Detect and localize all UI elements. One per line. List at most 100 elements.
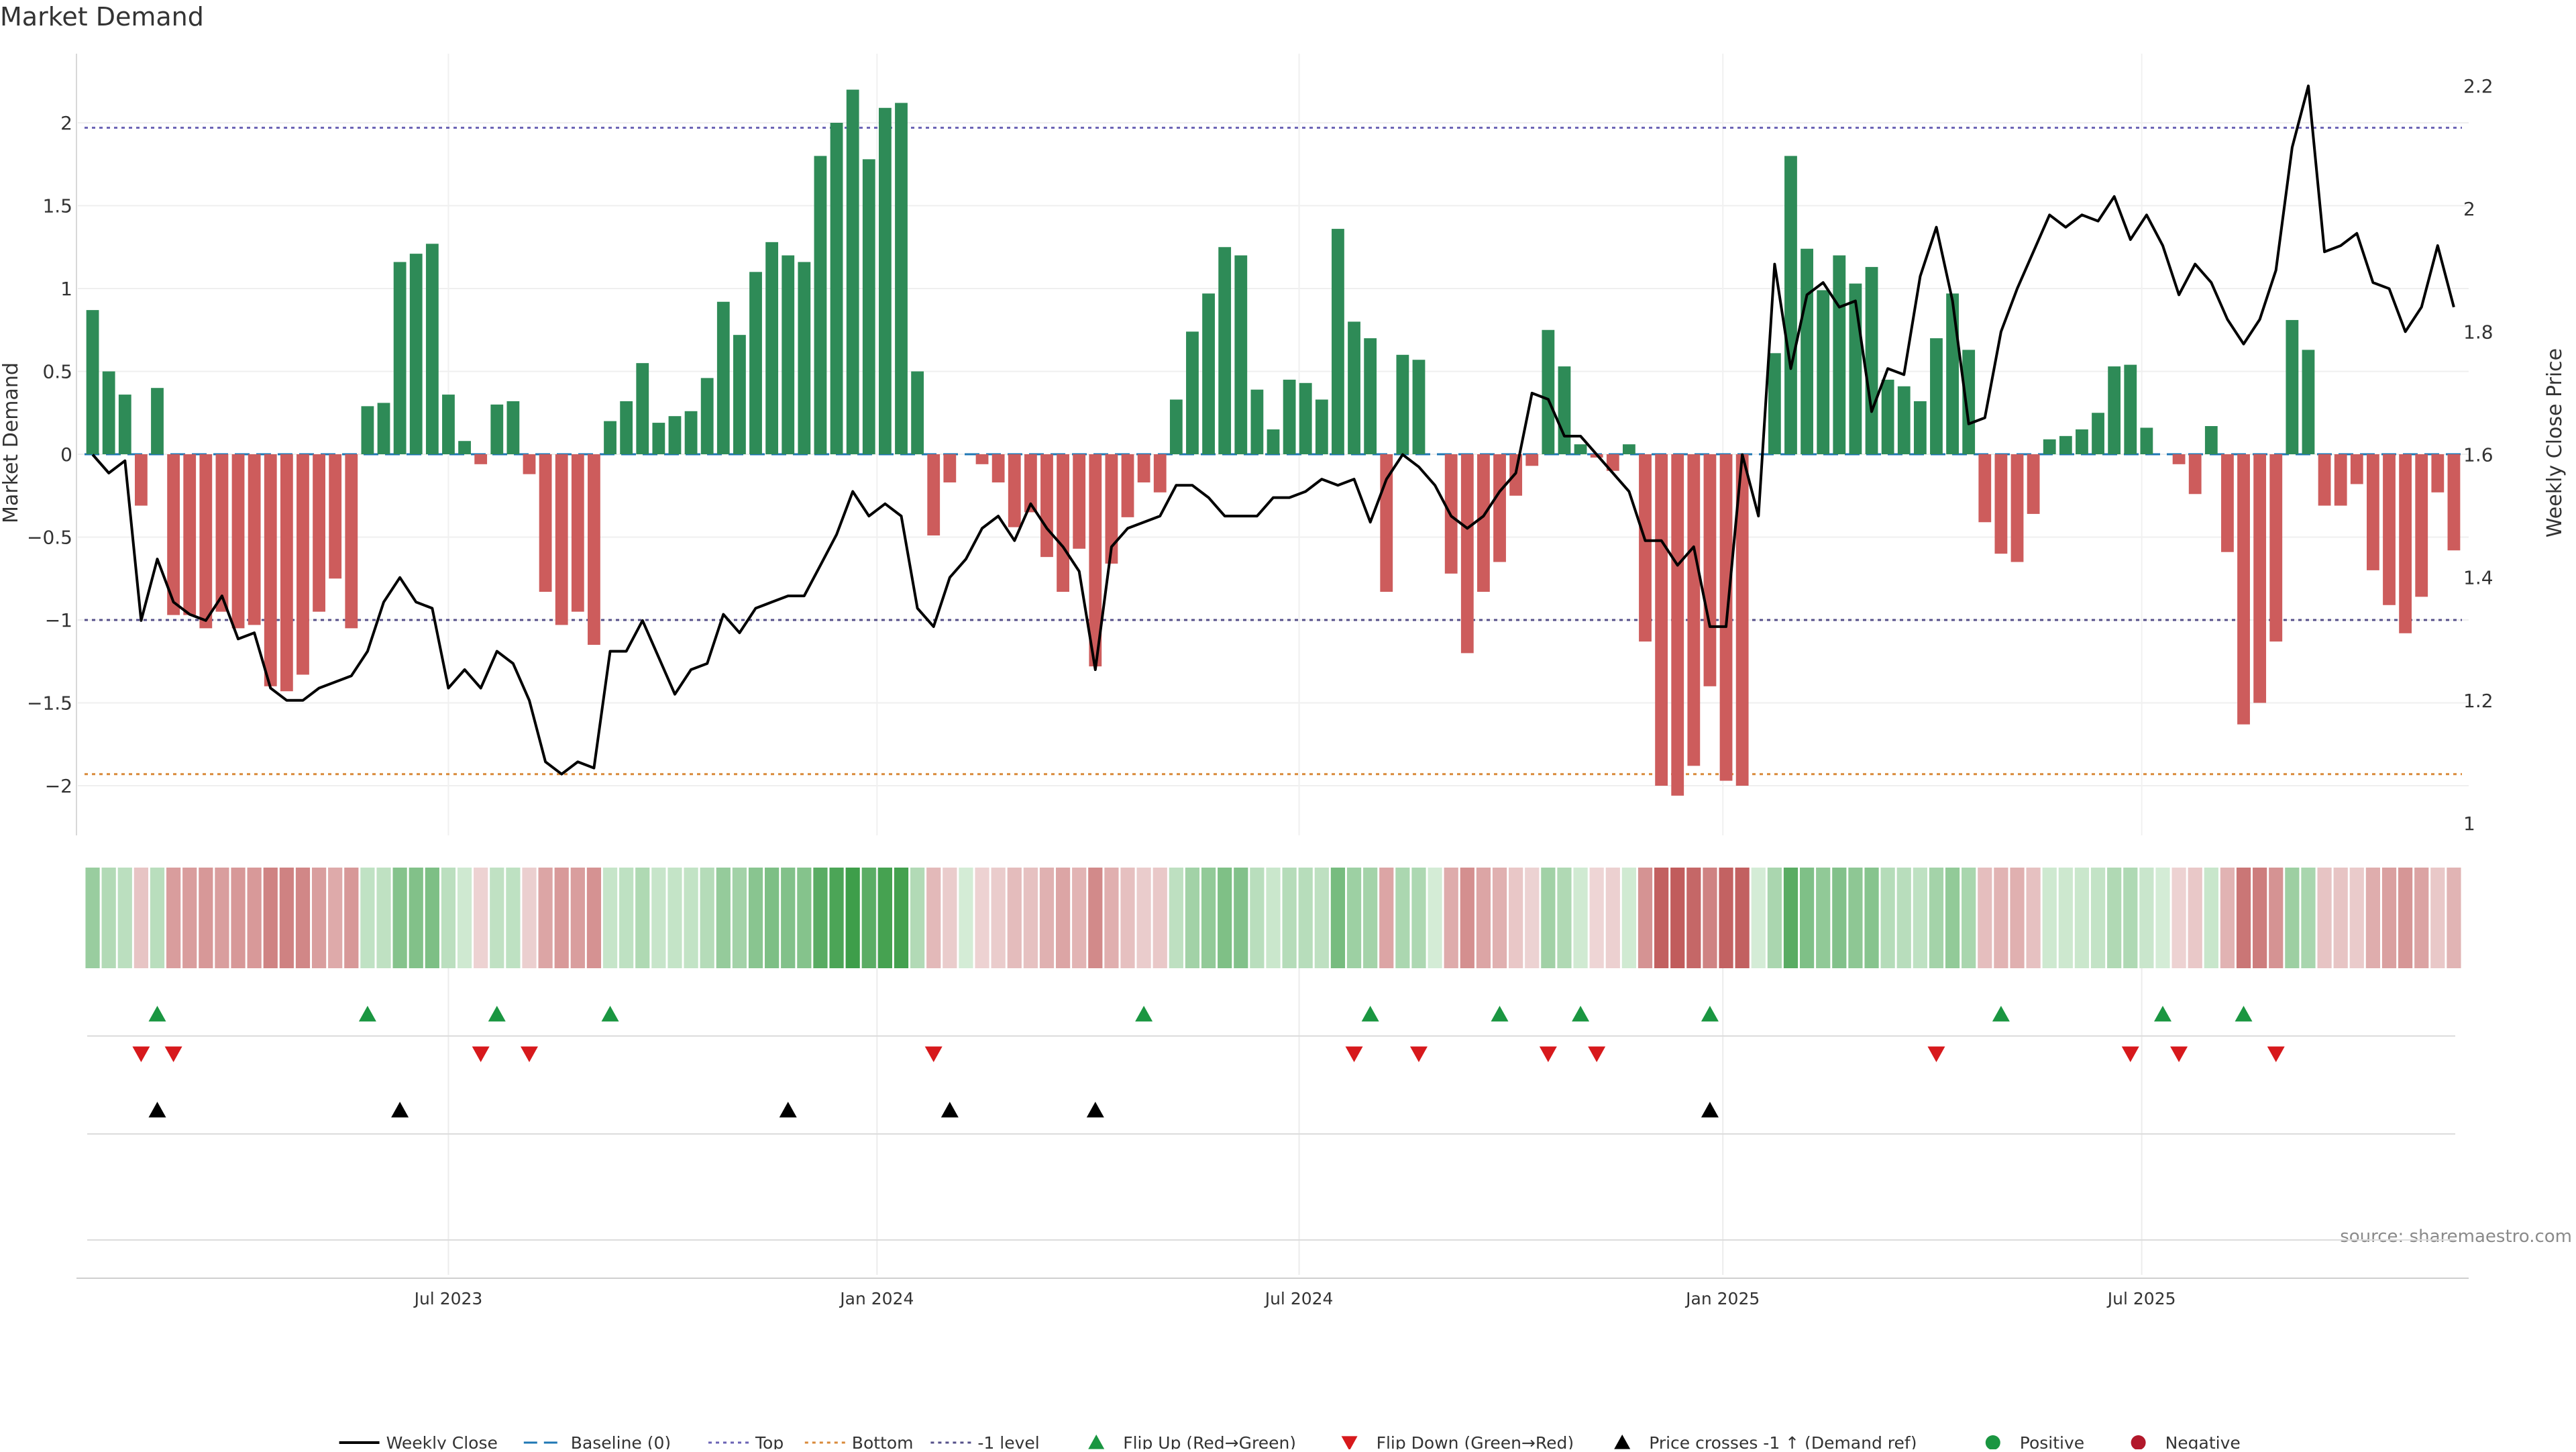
demand-bar — [425, 244, 439, 454]
flip-down-marker — [1539, 1046, 1557, 1062]
demand-strip-cell — [231, 868, 246, 968]
demand-strip-cell — [1799, 868, 1815, 968]
demand-bar — [2383, 454, 2396, 605]
demand-strip-cell — [1573, 868, 1588, 968]
price-cross-marker — [941, 1102, 959, 1118]
demand-bar — [199, 454, 213, 629]
demand-bar — [1897, 386, 1911, 454]
demand-strip-cell — [133, 868, 148, 968]
demand-bar — [393, 262, 407, 454]
flip-up-marker — [2153, 1006, 2171, 1022]
demand-strip-cell — [101, 868, 116, 968]
demand-strip-cell — [1670, 868, 1685, 968]
demand-strip-cell — [570, 868, 585, 968]
demand-strip-cell — [1023, 868, 1038, 968]
demand-strip-cell — [2447, 868, 2461, 968]
legend-label: Flip Down (Green→Red) — [1377, 1433, 1574, 1449]
demand-strip-cell — [1864, 868, 1879, 968]
y-tick-label: 1.5 — [42, 195, 72, 217]
demand-bar — [1283, 379, 1296, 454]
demand-bar — [1315, 399, 1328, 454]
demand-bar — [2447, 454, 2461, 551]
demand-strip-cell — [1929, 868, 1944, 968]
demand-bar — [975, 454, 989, 464]
legend-label: Negative — [2165, 1433, 2241, 1449]
demand-bar — [2108, 366, 2121, 454]
demand-strip-cell — [279, 868, 294, 968]
demand-strip-cell — [2220, 868, 2235, 968]
demand-bar — [1946, 293, 1959, 454]
demand-strip-cell — [247, 868, 262, 968]
demand-strip-cell — [1007, 868, 1022, 968]
legend-swatch-dot — [2131, 1435, 2146, 1450]
demand-strip-cell — [1832, 868, 1847, 968]
demand-strip-cell — [1120, 868, 1135, 968]
flip-up-marker — [1361, 1006, 1379, 1022]
demand-strip-cell — [797, 868, 812, 968]
demand-bar — [1364, 338, 1377, 454]
demand-strip-cell — [1751, 868, 1766, 968]
demand-strip-cell — [2365, 868, 2381, 968]
demand-strip-cell — [813, 868, 828, 968]
flip-down-marker — [2267, 1046, 2285, 1062]
demand-strip-cell — [1509, 868, 1523, 968]
heatmap-strip — [85, 868, 2461, 968]
demand-strip-cell — [926, 868, 941, 968]
demand-strip-cell — [376, 868, 391, 968]
demand-strip-cell — [1088, 868, 1103, 968]
demand-bar — [1801, 248, 1813, 454]
demand-strip-cell — [1201, 868, 1216, 968]
demand-bar — [2010, 454, 2024, 562]
demand-strip-cell — [943, 868, 957, 968]
demand-bar — [1477, 454, 1490, 592]
demand-bar — [264, 454, 277, 686]
demand-strip-cell — [1945, 868, 1960, 968]
demand-bar — [2204, 426, 2218, 454]
demand-bar — [1574, 444, 1587, 454]
demand-bar — [927, 454, 941, 536]
demand-bar — [1881, 379, 1894, 454]
demand-strip-cell — [425, 868, 439, 968]
demand-strip-cell — [2155, 868, 2170, 968]
demand-bar — [1234, 255, 1248, 454]
demand-strip-cell — [2074, 868, 2090, 968]
demand-strip-cell — [360, 868, 375, 968]
demand-bar — [377, 403, 390, 454]
demand-strip-cell — [1282, 868, 1297, 968]
demand-strip-cell — [1638, 868, 1653, 968]
demand-bar — [1121, 454, 1134, 517]
demand-strip-cell — [2349, 868, 2364, 968]
demand-bar — [2366, 454, 2379, 570]
demand-strip-cell — [635, 868, 650, 968]
demand-bar — [2092, 413, 2104, 454]
y-tick-label: −1.5 — [27, 692, 72, 715]
demand-bar — [1460, 454, 1474, 654]
demand-strip-cell — [457, 868, 472, 968]
price-cross-marker — [779, 1102, 797, 1118]
demand-bar — [1639, 454, 1652, 642]
demand-bar — [1930, 338, 1943, 454]
demand-bar — [442, 395, 455, 454]
demand-strip-cell — [861, 868, 876, 968]
legend-label: Positive — [2020, 1433, 2084, 1449]
demand-bar — [1542, 329, 1555, 454]
demand-bar — [1218, 247, 1232, 454]
x-tick-label: Jul 2023 — [413, 1289, 483, 1308]
demand-bar — [1105, 454, 1118, 564]
demand-strip-cell — [538, 868, 553, 968]
demand-strip-cell — [684, 868, 698, 968]
demand-bar — [474, 454, 488, 464]
demand-bar — [1768, 353, 1781, 454]
y2-tick-label: 1.6 — [2463, 444, 2493, 466]
demand-strip-cell — [845, 868, 860, 968]
demand-strip-cell — [1557, 868, 1572, 968]
demand-strip-cell — [2058, 868, 2073, 968]
demand-strip-cell — [1330, 868, 1346, 968]
demand-strip-cell — [991, 868, 1006, 968]
demand-bar — [2043, 439, 2056, 454]
price-cross-marker — [1086, 1102, 1104, 1118]
demand-bar — [1671, 454, 1684, 796]
demand-bar — [2302, 350, 2315, 454]
demand-strip-cell — [1055, 868, 1071, 968]
